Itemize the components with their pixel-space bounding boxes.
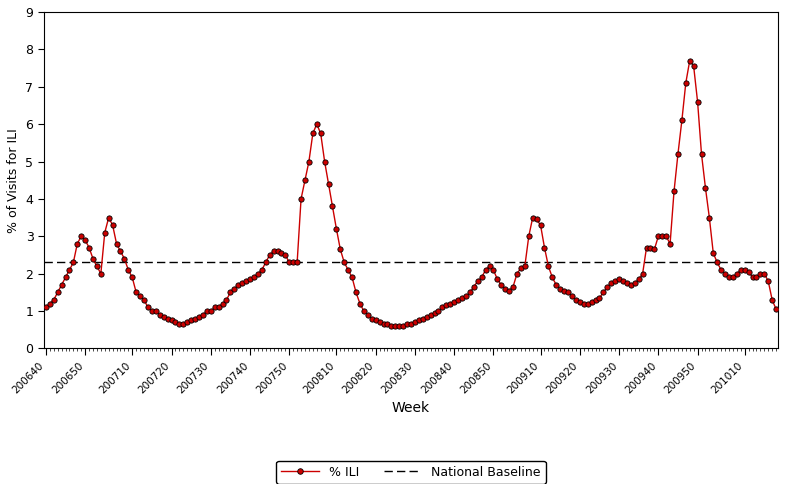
Legend: % ILI, National Baseline: % ILI, National Baseline — [276, 461, 546, 484]
X-axis label: Week: Week — [392, 401, 430, 415]
Y-axis label: % of Visits for ILI: % of Visits for ILI — [7, 128, 20, 233]
